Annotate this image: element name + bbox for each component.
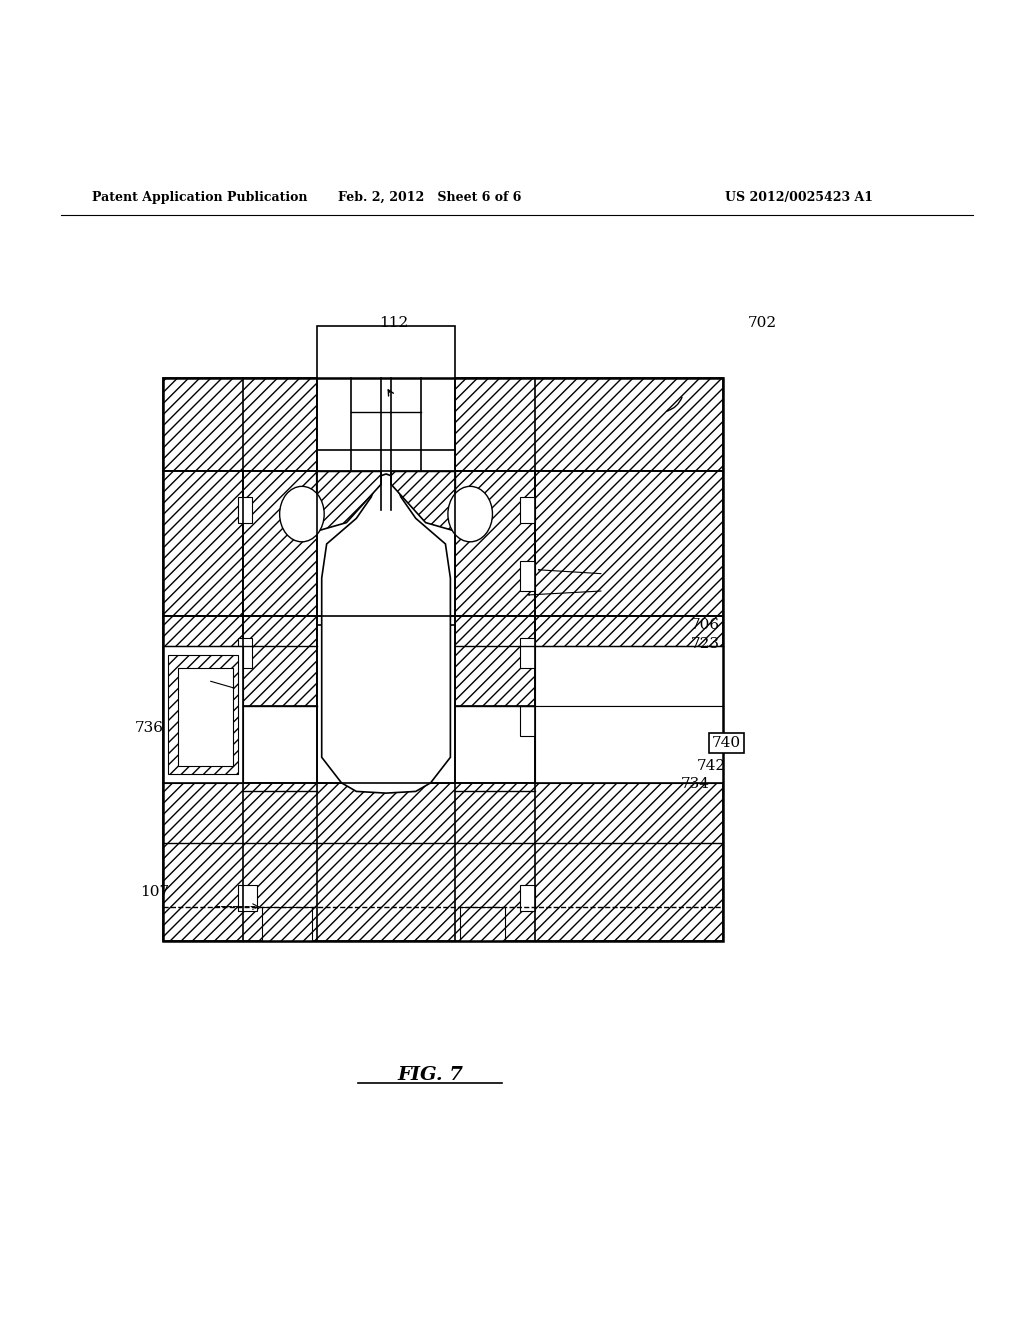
Bar bbox=[535, 471, 723, 616]
Bar bbox=[178, 668, 232, 766]
Text: 723: 723 bbox=[691, 636, 720, 651]
Polygon shape bbox=[322, 474, 451, 793]
Bar bbox=[519, 561, 535, 591]
Bar bbox=[163, 647, 243, 783]
Bar bbox=[163, 471, 243, 616]
FancyArrowPatch shape bbox=[539, 569, 601, 574]
Ellipse shape bbox=[280, 486, 325, 541]
Text: 702: 702 bbox=[748, 317, 776, 330]
Bar bbox=[316, 624, 456, 783]
Bar bbox=[456, 616, 535, 706]
FancyArrowPatch shape bbox=[211, 681, 233, 688]
Bar bbox=[168, 655, 238, 775]
Bar bbox=[316, 450, 456, 616]
Bar bbox=[421, 378, 445, 450]
Bar bbox=[351, 412, 381, 484]
FancyArrowPatch shape bbox=[528, 591, 601, 595]
Bar bbox=[535, 616, 723, 783]
Bar bbox=[535, 706, 723, 783]
Bar bbox=[351, 378, 421, 412]
Bar bbox=[361, 343, 416, 412]
Polygon shape bbox=[316, 471, 381, 531]
Bar bbox=[243, 616, 316, 706]
Ellipse shape bbox=[447, 486, 493, 541]
Bar bbox=[163, 616, 243, 783]
Bar bbox=[519, 638, 535, 668]
Bar bbox=[456, 471, 535, 616]
Bar bbox=[238, 886, 257, 911]
Text: 734: 734 bbox=[681, 777, 710, 791]
Bar bbox=[316, 326, 456, 471]
Text: FIG. 7: FIG. 7 bbox=[397, 1065, 463, 1084]
Bar bbox=[262, 907, 311, 941]
Bar bbox=[316, 378, 351, 450]
Text: 742: 742 bbox=[696, 759, 725, 772]
Bar bbox=[238, 638, 252, 668]
Bar bbox=[243, 471, 316, 616]
Bar bbox=[163, 378, 723, 941]
FancyArrowPatch shape bbox=[668, 397, 682, 411]
Bar bbox=[163, 783, 723, 941]
Bar bbox=[519, 706, 535, 737]
Bar bbox=[461, 907, 505, 941]
Text: Patent Application Publication: Patent Application Publication bbox=[92, 191, 307, 205]
Text: 706: 706 bbox=[691, 618, 720, 632]
Text: 107: 107 bbox=[140, 884, 169, 899]
Text: 736: 736 bbox=[135, 721, 164, 735]
Text: 740: 740 bbox=[712, 737, 740, 750]
Bar bbox=[238, 498, 252, 523]
Bar bbox=[535, 647, 723, 706]
Bar bbox=[445, 378, 723, 471]
Bar bbox=[391, 412, 421, 484]
Polygon shape bbox=[391, 471, 456, 531]
Bar bbox=[519, 498, 535, 523]
Text: 112: 112 bbox=[380, 317, 409, 330]
Text: Feb. 2, 2012   Sheet 6 of 6: Feb. 2, 2012 Sheet 6 of 6 bbox=[338, 191, 522, 205]
Text: US 2012/0025423 A1: US 2012/0025423 A1 bbox=[725, 191, 872, 205]
Bar bbox=[163, 378, 316, 471]
Bar bbox=[519, 886, 535, 911]
